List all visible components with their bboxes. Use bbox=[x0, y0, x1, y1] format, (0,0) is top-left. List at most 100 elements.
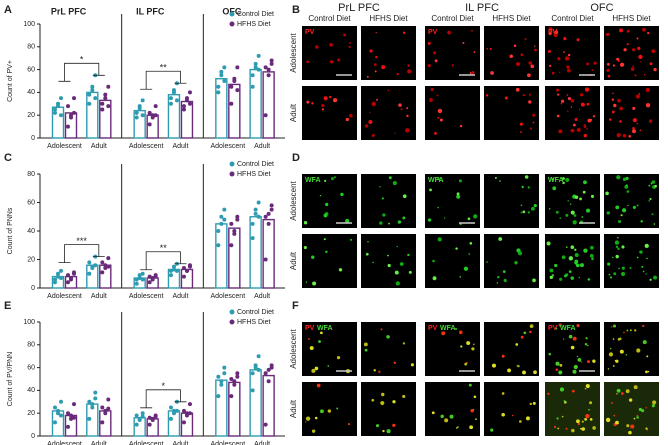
data-point bbox=[87, 399, 92, 404]
micrograph bbox=[361, 174, 416, 228]
data-point bbox=[140, 414, 145, 419]
data-point bbox=[229, 84, 234, 89]
cell bbox=[374, 70, 377, 73]
significance-bracket bbox=[140, 251, 187, 271]
data-point bbox=[232, 231, 237, 236]
cell bbox=[530, 206, 535, 211]
cell bbox=[519, 122, 523, 126]
cell bbox=[565, 213, 569, 217]
micrograph bbox=[484, 322, 539, 376]
cell bbox=[549, 275, 553, 280]
cell bbox=[570, 128, 575, 133]
cell bbox=[337, 58, 341, 62]
data-point bbox=[66, 411, 70, 416]
cell bbox=[485, 94, 489, 97]
data-point bbox=[216, 394, 221, 399]
cell bbox=[644, 243, 649, 249]
cell bbox=[432, 259, 435, 263]
y-tick-label: 60 bbox=[27, 199, 35, 206]
cell bbox=[517, 365, 520, 368]
data-point bbox=[93, 263, 98, 268]
cell bbox=[611, 110, 615, 114]
cell bbox=[622, 177, 627, 182]
y-tick-label: 20 bbox=[27, 410, 35, 417]
cell bbox=[577, 422, 581, 426]
cell bbox=[394, 270, 399, 275]
cell bbox=[554, 30, 559, 34]
cell bbox=[618, 267, 620, 270]
bar bbox=[249, 369, 262, 437]
cell bbox=[324, 179, 327, 182]
cell bbox=[579, 197, 582, 201]
data-point bbox=[150, 277, 155, 282]
y-tick-label: 0 bbox=[31, 135, 35, 142]
cell bbox=[552, 178, 554, 181]
cell bbox=[639, 250, 643, 254]
data-point bbox=[134, 115, 139, 120]
data-point bbox=[147, 122, 152, 127]
cell bbox=[406, 114, 409, 117]
cell bbox=[608, 273, 611, 276]
cell bbox=[320, 409, 324, 414]
cell bbox=[611, 256, 614, 259]
cell bbox=[382, 213, 386, 217]
data-point bbox=[263, 113, 268, 118]
cell bbox=[528, 93, 532, 96]
cell bbox=[325, 202, 329, 207]
legend-label: Control Diet bbox=[237, 161, 274, 168]
cell bbox=[486, 261, 488, 263]
cell bbox=[501, 392, 505, 395]
cell bbox=[628, 430, 632, 435]
cell bbox=[645, 407, 648, 409]
cell bbox=[621, 266, 625, 270]
cell bbox=[583, 180, 587, 185]
data-point bbox=[147, 110, 152, 115]
row-label: Adolescent bbox=[289, 32, 298, 72]
data-point bbox=[219, 69, 224, 74]
data-point bbox=[229, 221, 234, 226]
cell bbox=[620, 214, 623, 217]
data-point bbox=[59, 96, 63, 101]
cell bbox=[336, 407, 339, 410]
cell bbox=[606, 62, 610, 66]
data-point bbox=[168, 101, 173, 106]
cell bbox=[642, 270, 645, 273]
data-point bbox=[222, 79, 227, 83]
data-point bbox=[56, 408, 60, 413]
cell bbox=[320, 331, 323, 335]
cell bbox=[410, 363, 415, 367]
panel-letter: B bbox=[292, 4, 300, 16]
cell bbox=[528, 61, 533, 65]
cell bbox=[640, 61, 642, 63]
cell bbox=[327, 365, 330, 367]
cell bbox=[305, 281, 308, 283]
micrograph bbox=[545, 174, 600, 228]
data-point bbox=[269, 58, 274, 63]
cell bbox=[436, 94, 439, 97]
cell bbox=[345, 117, 349, 122]
cell bbox=[581, 216, 584, 218]
cell bbox=[582, 190, 586, 194]
cell bbox=[653, 223, 656, 225]
data-point bbox=[184, 268, 189, 273]
y-axis-label: Count of PV+ bbox=[7, 60, 14, 102]
x-tick-label: Adolescent bbox=[47, 143, 82, 150]
cell bbox=[625, 184, 628, 187]
y-tick-label: 80 bbox=[27, 171, 35, 178]
cell bbox=[517, 251, 522, 256]
cell bbox=[585, 383, 590, 389]
cell bbox=[529, 127, 533, 130]
cell bbox=[532, 113, 536, 117]
data-point bbox=[266, 221, 271, 226]
y-tick-label: 60 bbox=[27, 364, 35, 371]
cell bbox=[630, 329, 632, 332]
cell bbox=[619, 62, 625, 67]
cell bbox=[507, 368, 511, 373]
micrograph bbox=[361, 26, 416, 80]
column-subtitle: HFHS Diet bbox=[492, 14, 531, 23]
cell bbox=[581, 427, 586, 431]
cell bbox=[444, 217, 446, 219]
cell bbox=[328, 95, 332, 99]
data-point bbox=[219, 379, 224, 384]
cell bbox=[623, 48, 627, 52]
